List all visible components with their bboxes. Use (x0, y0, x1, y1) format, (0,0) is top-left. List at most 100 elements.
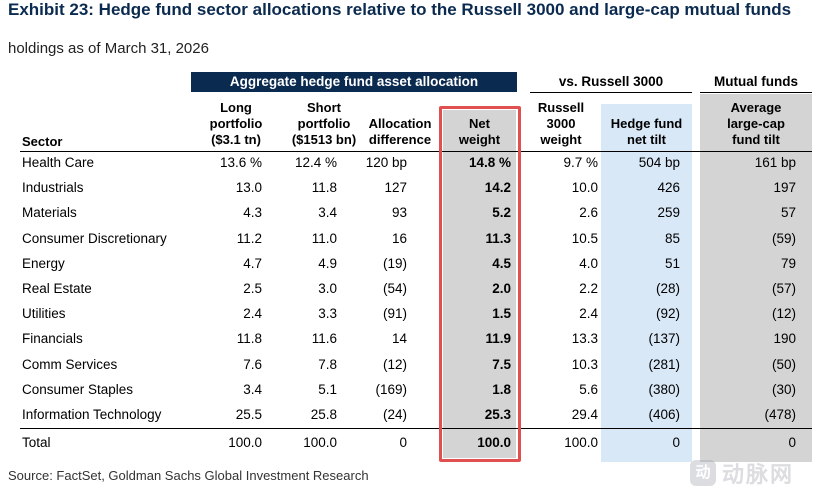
group-underline-russell (530, 92, 692, 93)
cell-sector: Materials (22, 205, 77, 221)
cell-mf: (50) (771, 356, 796, 372)
cell-short: 3.3 (318, 306, 337, 322)
cell-short: 11.0 (311, 230, 337, 246)
watermark-logo-icon: 动 (690, 460, 716, 486)
cell-long: 13.0 (235, 180, 262, 196)
cell-short: 3.4 (318, 205, 337, 221)
cell-long: 7.6 (243, 356, 262, 372)
cell-short: 25.8 (310, 407, 337, 422)
cell-mf: 79 (780, 255, 796, 271)
cell-alloc: (169) (375, 381, 407, 397)
net-weight-highlight-box (439, 106, 521, 462)
cell-net: 14.8 % (468, 155, 511, 170)
cell-tilt: 259 (657, 205, 680, 221)
cell-long: 100.0 (228, 435, 262, 450)
header-allocation-difference: Allocation difference (368, 116, 432, 147)
exhibit-subtitle: holdings as of March 31, 2026 (8, 40, 209, 57)
table-row: Consumer Staples 3.4 5.1 (169) 1.8 5.6 (380) (3… (0, 377, 840, 402)
exhibit-title: Exhibit 23: Hedge fund sector allocation… (8, 0, 792, 19)
cell-mf: (12) (771, 306, 796, 322)
cell-tilt: (406) (648, 407, 680, 422)
cell-tilt: 426 (657, 180, 680, 196)
cell-short: 7.8 (318, 356, 337, 372)
cell-long: 11.2 (236, 230, 262, 246)
cell-sector: Energy (22, 255, 65, 271)
cell-long: 4.7 (243, 255, 262, 271)
cell-mf: (478) (764, 407, 796, 422)
group-header-russell: vs. Russell 3000 (558, 74, 664, 89)
cell-alloc: (54) (382, 281, 407, 296)
cell-alloc: 93 (391, 205, 407, 221)
cell-short: 11.6 (311, 331, 337, 347)
cell-alloc: (91) (382, 306, 407, 322)
cell-sector: Financials (22, 331, 83, 347)
net-weight-column-shade (443, 110, 516, 458)
cell-sector: Information Technology (22, 407, 162, 422)
group-header-mutual-funds: Mutual funds (714, 74, 798, 89)
cell-sector: Real Estate (22, 281, 92, 296)
group-header-hedge-fund: Aggregate hedge fund asset allocation (191, 72, 517, 92)
header-hedge-fund-net-tilt: Hedge fund net tilt (610, 116, 683, 147)
cell-net: 100.0 (477, 435, 511, 450)
cell-net: 11.3 (485, 230, 511, 246)
mutual-fund-column-shade (700, 94, 812, 462)
cell-short: 5.1 (318, 381, 337, 397)
cell-tilt: (380) (648, 381, 680, 397)
cell-short: 3.0 (318, 281, 337, 296)
cell-mf: (59) (771, 230, 796, 246)
cell-long: 25.5 (235, 407, 262, 422)
cell-alloc: 14 (391, 331, 407, 347)
cell-tilt: 85 (664, 230, 680, 246)
source-note: Source: FactSet, Goldman Sachs Global In… (8, 468, 369, 483)
cell-short: 11.8 (311, 180, 337, 196)
cell-long: 4.3 (243, 205, 262, 221)
cell-sector: Total (22, 435, 51, 450)
cell-sector: Consumer Discretionary (22, 230, 167, 246)
cell-net: 1.8 (492, 381, 511, 397)
cell-sector: Consumer Staples (22, 381, 134, 397)
site-watermark: 动 动脉网 (690, 457, 830, 489)
cell-russell: 2.4 (579, 306, 598, 322)
header-mutual-fund-tilt: Average large-cap fund tilt (727, 100, 785, 147)
cell-tilt: (92) (655, 306, 680, 322)
cell-net: 25.3 (484, 407, 511, 422)
cell-tilt: 51 (664, 255, 680, 271)
cell-alloc: 0 (399, 435, 407, 450)
cell-tilt: (137) (648, 331, 680, 347)
cell-sector: Health Care (22, 155, 95, 170)
cell-tilt: (281) (648, 356, 680, 372)
cell-alloc: 120 bp (365, 155, 407, 170)
cell-alloc: (12) (382, 356, 407, 372)
cell-tilt: 504 bp (638, 155, 680, 170)
cell-tilt: (28) (655, 281, 680, 296)
watermark-text: 动脉网 (722, 462, 795, 487)
cell-sector: Comm Services (22, 356, 118, 372)
cell-russell: 5.6 (579, 381, 598, 397)
table-row: Utilities 2.4 3.3 (91) 1.5 2.4 (92) (12) (0, 301, 840, 326)
cell-tilt: 0 (672, 435, 680, 450)
cell-mf: 161 bp (754, 155, 796, 170)
cell-alloc: 16 (391, 230, 407, 246)
cell-russell: 4.0 (579, 255, 598, 271)
cell-russell: 9.7 % (563, 155, 598, 170)
cell-russell: 13.3 (571, 331, 598, 347)
cell-long: 13.6 % (219, 155, 262, 170)
table-row: Industrials 13.0 11.8 127 14.2 10.0 426 197 (0, 175, 840, 200)
cell-short: 12.4 % (294, 155, 337, 170)
cell-long: 11.8 (236, 331, 262, 347)
cell-mf: (30) (771, 381, 796, 397)
cell-mf: (57) (771, 281, 796, 296)
cell-russell: 10.3 (571, 356, 598, 372)
cell-net: 7.5 (492, 356, 511, 372)
header-rule (20, 151, 812, 152)
table-row: Materials 4.3 3.4 93 5.2 2.6 259 57 (0, 200, 840, 225)
cell-net: 14.2 (484, 180, 511, 196)
table-row: Health Care 13.6 % 12.4 % 120 bp 14.8 % 9.7 %… (0, 150, 840, 175)
cell-long: 3.4 (243, 381, 262, 397)
cell-alloc: 127 (384, 180, 407, 196)
cell-mf: 197 (773, 180, 796, 196)
table-row: Energy 4.7 4.9 (19) 4.5 4.0 51 79 (0, 251, 840, 276)
cell-russell: 29.4 (571, 407, 598, 422)
table-row: Information Technology 25.5 25.8 (24) 25.3 29… (0, 402, 840, 427)
cell-russell: 100.0 (564, 435, 598, 450)
